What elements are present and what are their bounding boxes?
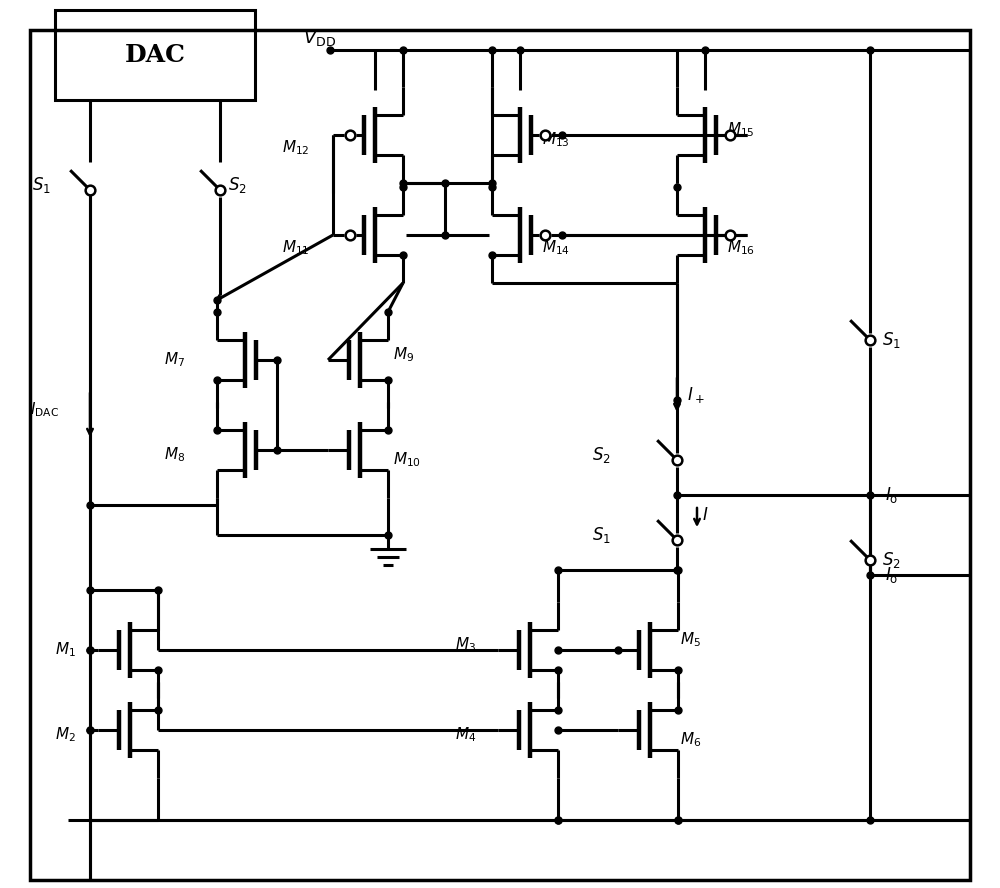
Text: $M_{12}$: $M_{12}$ — [282, 139, 310, 157]
Text: $I_{\rm o}$: $I_{\rm o}$ — [885, 565, 898, 585]
Text: $M_6$: $M_6$ — [680, 731, 701, 749]
Text: $I_{\rm DAC}$: $I_{\rm DAC}$ — [30, 400, 59, 419]
Text: $M_{16}$: $M_{16}$ — [727, 239, 755, 258]
Text: $I$: $I$ — [702, 506, 708, 524]
Text: $S_1$: $S_1$ — [592, 525, 611, 545]
Text: $M_4$: $M_4$ — [455, 725, 476, 744]
Text: $M_{15}$: $M_{15}$ — [727, 121, 755, 139]
Bar — [55, 10, 255, 100]
Text: $M_8$: $M_8$ — [164, 446, 185, 464]
Text: $S_1$: $S_1$ — [32, 175, 51, 195]
Text: $M_{11}$: $M_{11}$ — [282, 239, 310, 258]
Text: $M_9$: $M_9$ — [393, 345, 414, 364]
Text: $S_1$: $S_1$ — [882, 330, 901, 350]
Text: $M_1$: $M_1$ — [55, 640, 76, 660]
Text: $M_5$: $M_5$ — [680, 630, 701, 649]
Text: $S_2$: $S_2$ — [228, 175, 247, 195]
Text: $M_2$: $M_2$ — [55, 725, 76, 744]
Text: $M_{14}$: $M_{14}$ — [542, 239, 570, 258]
Text: $M_7$: $M_7$ — [164, 351, 185, 369]
Text: $V_{\rm DD}$: $V_{\rm DD}$ — [303, 28, 337, 48]
Text: $I_{\rm o}$: $I_{\rm o}$ — [885, 485, 898, 505]
Text: $I_+$: $I_+$ — [687, 385, 705, 405]
Text: $M_{10}$: $M_{10}$ — [393, 450, 421, 470]
Text: $S_2$: $S_2$ — [592, 445, 611, 465]
Text: $S_2$: $S_2$ — [882, 550, 901, 570]
Text: $M_3$: $M_3$ — [455, 636, 476, 654]
Text: DAC: DAC — [124, 43, 186, 67]
Text: $M_{13}$: $M_{13}$ — [542, 131, 570, 149]
